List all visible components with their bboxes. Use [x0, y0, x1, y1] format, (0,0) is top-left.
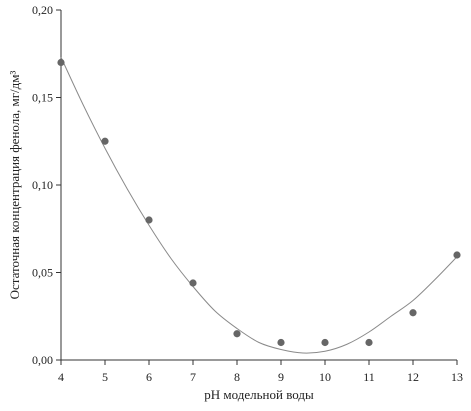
x-tick-label: 10	[319, 370, 331, 384]
x-tick-label: 13	[451, 370, 463, 384]
x-tick-label: 4	[58, 370, 64, 384]
y-tick-label: 0,15	[32, 91, 53, 105]
y-tick-label: 0,00	[32, 353, 53, 367]
y-tick-label: 0,10	[32, 178, 53, 192]
y-ticks: 0,00 0,05 0,10 0,15 0,20	[32, 3, 61, 367]
x-tick-label: 5	[102, 370, 108, 384]
y-tick-label: 0,20	[32, 3, 53, 17]
x-tick-label: 11	[363, 370, 375, 384]
data-point-ph-11	[365, 338, 373, 347]
data-points	[57, 58, 461, 347]
axes	[60, 10, 457, 361]
x-tick-label: 6	[146, 370, 152, 384]
data-point-ph-13	[453, 251, 461, 259]
x-tick-label: 7	[190, 370, 196, 384]
data-point-ph-8	[233, 330, 241, 338]
data-point-ph-9	[277, 338, 285, 347]
data-point-ph-6	[145, 216, 153, 224]
x-axis-title: pH модельной воды	[204, 387, 314, 402]
data-point-ph-4	[57, 58, 65, 67]
x-tick-label: 12	[407, 370, 419, 384]
x-ticks: 4 5 6 7 8 9 10 11 12 13	[58, 360, 463, 384]
data-point-ph-10	[321, 338, 329, 347]
trend-curve	[60, 57, 458, 354]
data-point-ph-12	[409, 309, 417, 317]
data-point-ph-7	[189, 279, 197, 287]
y-tick-label: 0,05	[32, 266, 53, 280]
x-tick-label: 9	[278, 370, 284, 384]
y-axis-title: Остаточная концентрация фенола, мг/дм³	[7, 71, 22, 300]
x-tick-label: 8	[234, 370, 240, 384]
data-point-ph-5	[101, 137, 109, 145]
